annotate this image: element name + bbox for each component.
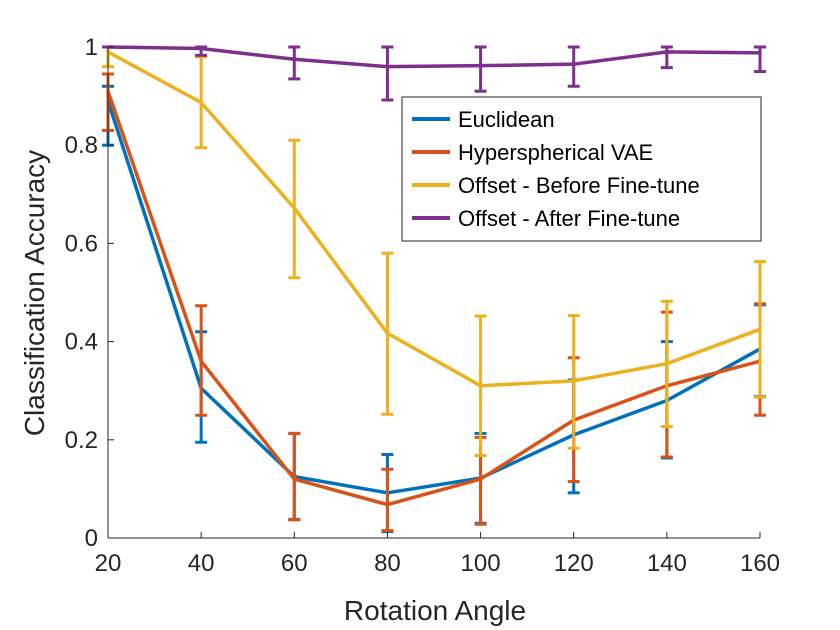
legend-item: Offset - After Fine-tune (412, 206, 680, 231)
x-tick-label: 80 (374, 550, 401, 577)
axes-layer: 20 40 60 80 100 120 140 160 0 0.2 0.4 0.6 0.8 1 (65, 34, 780, 577)
legend-label: Euclidean (458, 107, 555, 132)
y-tick-label: 0.2 (65, 427, 98, 454)
series-layer (102, 45, 766, 534)
error-bar (474, 45, 487, 93)
x-tick-label: 120 (554, 550, 594, 577)
y-tick-label: 0.4 (65, 329, 98, 356)
legend-label: Hyperspherical VAE (458, 140, 653, 165)
error-bar (381, 467, 394, 533)
series-4 (102, 45, 766, 102)
x-tick-label: 160 (740, 550, 780, 577)
x-tick-label: 20 (95, 550, 122, 577)
y-tick-label: 0.6 (65, 230, 98, 257)
error-bar (754, 45, 766, 74)
error-bar (567, 45, 580, 88)
series-line (106, 90, 761, 507)
y-tick-label: 1 (85, 34, 98, 61)
series-line (107, 45, 761, 69)
y-tick-label: 0.8 (65, 132, 98, 159)
series-line (107, 50, 761, 388)
legend: Euclidean Hyperspherical VAE Offset - Befo… (401, 96, 762, 242)
x-tick-label: 60 (281, 550, 308, 577)
x-tick-label: 140 (647, 550, 687, 577)
y-tick-label: 0 (85, 525, 98, 552)
legend-item: Hyperspherical VAE (412, 140, 653, 165)
legend-item: Offset - Before Fine-tune (412, 173, 700, 198)
legend-item: Euclidean (412, 107, 555, 132)
x-axis-title: Rotation Angle (344, 595, 526, 626)
x-tick-label: 40 (188, 550, 215, 577)
legend-box (401, 96, 762, 242)
series-line (106, 100, 761, 495)
x-tick-label: 100 (461, 550, 501, 577)
legend-label: Offset - After Fine-tune (458, 206, 680, 231)
error-bar (381, 45, 394, 102)
y-axis-title: Classification Accuracy (19, 150, 50, 436)
error-bar (288, 45, 301, 81)
series-3 (102, 45, 766, 458)
legend-label: Offset - Before Fine-tune (458, 173, 700, 198)
error-bar (660, 45, 673, 70)
